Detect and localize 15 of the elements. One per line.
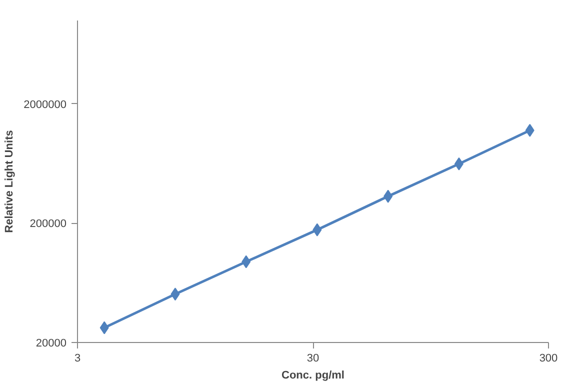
point: [100, 321, 109, 334]
y-tick-label: 20000: [36, 338, 67, 350]
x-tick-label: 30: [306, 352, 320, 364]
x-tick-label: 3: [74, 352, 81, 364]
point: [312, 223, 322, 236]
y-axis-title: Relative Light Units: [4, 130, 16, 233]
point: [242, 255, 251, 268]
y-tick-label: 2000000: [24, 98, 67, 111]
y-tick-label: 200000: [30, 218, 67, 230]
point: [525, 124, 534, 137]
point: [384, 190, 393, 203]
point: [170, 288, 180, 301]
x-axis-title: Conc. pg/ml: [282, 370, 344, 382]
point: [454, 157, 464, 170]
x-tick-label: 300: [539, 352, 558, 364]
